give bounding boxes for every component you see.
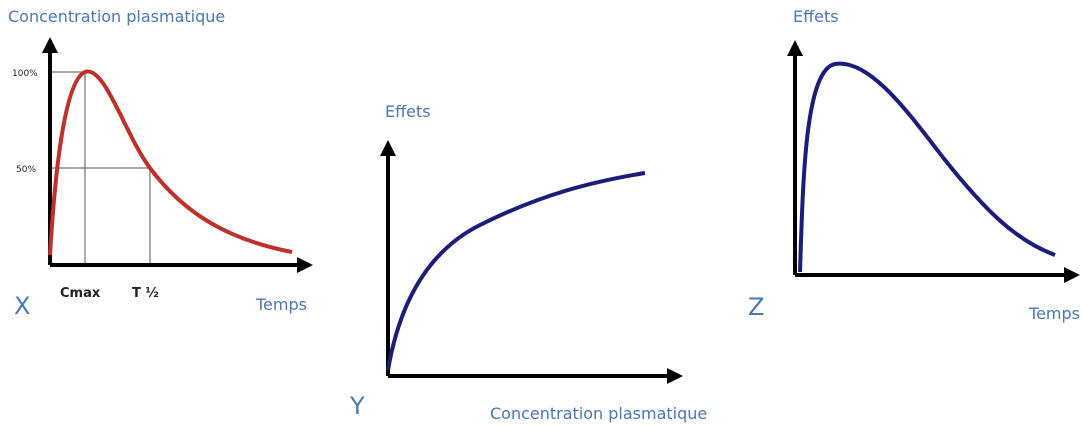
panel-label: X: [14, 292, 30, 320]
panel-z: Effets Z Temps: [748, 7, 1080, 323]
marker-label: Cmax: [60, 286, 101, 301]
y-axis-label: Effets: [793, 7, 839, 26]
curve: [798, 61, 1056, 273]
tick-label: 100%: [12, 69, 38, 79]
panel-label: Z: [748, 293, 764, 321]
marker-label: T ½: [132, 286, 159, 301]
panel-label: Y: [349, 392, 365, 420]
panel-x: Concentration plasmatique 100% 50% Cmax …: [8, 7, 313, 320]
tick-label: 50%: [16, 165, 36, 175]
y-axis-label: Concentration plasmatique: [8, 7, 225, 26]
panel-y: Effets Y Concentration plasmatique: [349, 102, 707, 423]
curve: [48, 69, 293, 256]
curve: [386, 171, 646, 371]
x-axis-label: Concentration plasmatique: [490, 404, 707, 423]
x-axis-label: Temps: [1028, 304, 1080, 323]
x-axis-label: Temps: [255, 295, 307, 314]
y-axis-label: Effets: [385, 102, 431, 121]
